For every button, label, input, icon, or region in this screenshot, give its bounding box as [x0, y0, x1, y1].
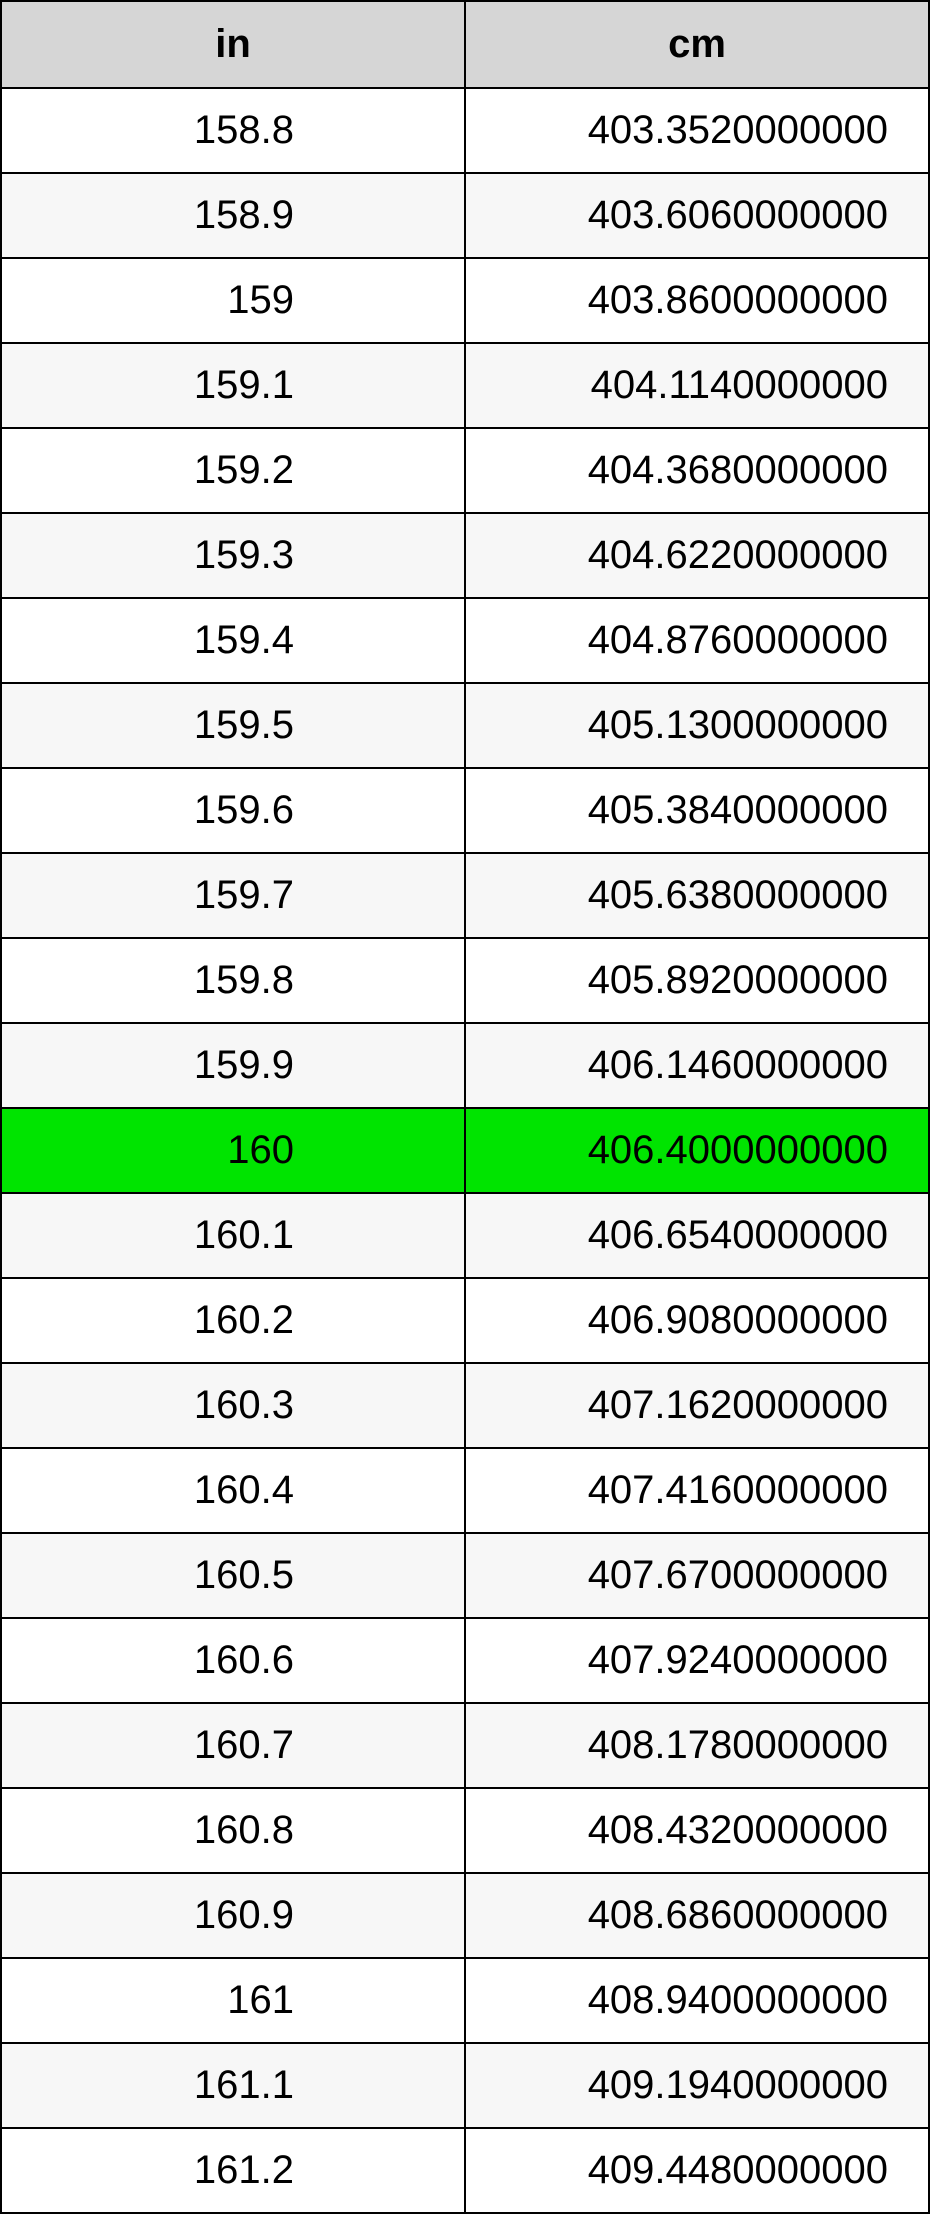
table-row: 159403.8600000000 [1, 258, 929, 343]
cell-cm: 405.1300000000 [465, 683, 929, 768]
cell-in: 159.5 [1, 683, 465, 768]
cell-cm: 404.8760000000 [465, 598, 929, 683]
cell-in: 160.4 [1, 1448, 465, 1533]
cell-in: 159.7 [1, 853, 465, 938]
cell-cm: 408.6860000000 [465, 1873, 929, 1958]
cell-cm: 406.1460000000 [465, 1023, 929, 1108]
cell-in: 160.7 [1, 1703, 465, 1788]
cell-in: 159.9 [1, 1023, 465, 1108]
cell-in: 159 [1, 258, 465, 343]
cell-cm: 403.3520000000 [465, 88, 929, 173]
cell-cm: 407.9240000000 [465, 1618, 929, 1703]
table-row: 161.1409.1940000000 [1, 2043, 929, 2128]
table-row: 159.6405.3840000000 [1, 768, 929, 853]
cell-cm: 407.1620000000 [465, 1363, 929, 1448]
table-row: 158.8403.3520000000 [1, 88, 929, 173]
table-row: 159.5405.1300000000 [1, 683, 929, 768]
cell-cm: 405.8920000000 [465, 938, 929, 1023]
table-row: 160.5407.6700000000 [1, 1533, 929, 1618]
cell-in: 160.9 [1, 1873, 465, 1958]
header-in: in [1, 1, 465, 88]
cell-cm: 407.6700000000 [465, 1533, 929, 1618]
conversion-table: in cm 158.8403.3520000000158.9403.606000… [0, 0, 930, 2214]
cell-cm: 407.4160000000 [465, 1448, 929, 1533]
table-row: 160.4407.4160000000 [1, 1448, 929, 1533]
table-row: 160406.4000000000 [1, 1108, 929, 1193]
cell-cm: 409.1940000000 [465, 2043, 929, 2128]
cell-cm: 408.4320000000 [465, 1788, 929, 1873]
table-row: 159.9406.1460000000 [1, 1023, 929, 1108]
table-row: 159.4404.8760000000 [1, 598, 929, 683]
cell-cm: 403.6060000000 [465, 173, 929, 258]
table-row: 159.1404.1140000000 [1, 343, 929, 428]
table-body: 158.8403.3520000000158.9403.606000000015… [1, 88, 929, 2213]
table-row: 160.9408.6860000000 [1, 1873, 929, 1958]
table-row: 160.1406.6540000000 [1, 1193, 929, 1278]
conversion-table-container: in cm 158.8403.3520000000158.9403.606000… [0, 0, 930, 2214]
table-row: 159.7405.6380000000 [1, 853, 929, 938]
cell-in: 160 [1, 1108, 465, 1193]
cell-cm: 406.4000000000 [465, 1108, 929, 1193]
cell-cm: 408.9400000000 [465, 1958, 929, 2043]
table-row: 160.8408.4320000000 [1, 1788, 929, 1873]
table-row: 161408.9400000000 [1, 1958, 929, 2043]
header-cm: cm [465, 1, 929, 88]
cell-in: 160.6 [1, 1618, 465, 1703]
cell-in: 161 [1, 1958, 465, 2043]
cell-cm: 406.9080000000 [465, 1278, 929, 1363]
cell-cm: 404.1140000000 [465, 343, 929, 428]
cell-in: 160.3 [1, 1363, 465, 1448]
cell-in: 161.1 [1, 2043, 465, 2128]
cell-cm: 405.6380000000 [465, 853, 929, 938]
table-row: 160.2406.9080000000 [1, 1278, 929, 1363]
cell-in: 160.5 [1, 1533, 465, 1618]
table-row: 160.7408.1780000000 [1, 1703, 929, 1788]
cell-cm: 408.1780000000 [465, 1703, 929, 1788]
cell-cm: 403.8600000000 [465, 258, 929, 343]
cell-in: 159.2 [1, 428, 465, 513]
cell-in: 159.4 [1, 598, 465, 683]
table-row: 159.3404.6220000000 [1, 513, 929, 598]
header-row: in cm [1, 1, 929, 88]
cell-in: 160.1 [1, 1193, 465, 1278]
cell-cm: 404.3680000000 [465, 428, 929, 513]
cell-in: 158.9 [1, 173, 465, 258]
table-header: in cm [1, 1, 929, 88]
cell-cm: 406.6540000000 [465, 1193, 929, 1278]
table-row: 159.2404.3680000000 [1, 428, 929, 513]
cell-in: 159.1 [1, 343, 465, 428]
cell-in: 159.3 [1, 513, 465, 598]
cell-in: 158.8 [1, 88, 465, 173]
table-row: 160.3407.1620000000 [1, 1363, 929, 1448]
cell-in: 159.8 [1, 938, 465, 1023]
cell-in: 161.2 [1, 2128, 465, 2213]
cell-cm: 404.6220000000 [465, 513, 929, 598]
cell-in: 159.6 [1, 768, 465, 853]
table-row: 158.9403.6060000000 [1, 173, 929, 258]
cell-cm: 409.4480000000 [465, 2128, 929, 2213]
table-row: 161.2409.4480000000 [1, 2128, 929, 2213]
cell-in: 160.2 [1, 1278, 465, 1363]
cell-in: 160.8 [1, 1788, 465, 1873]
table-row: 160.6407.9240000000 [1, 1618, 929, 1703]
cell-cm: 405.3840000000 [465, 768, 929, 853]
table-row: 159.8405.8920000000 [1, 938, 929, 1023]
